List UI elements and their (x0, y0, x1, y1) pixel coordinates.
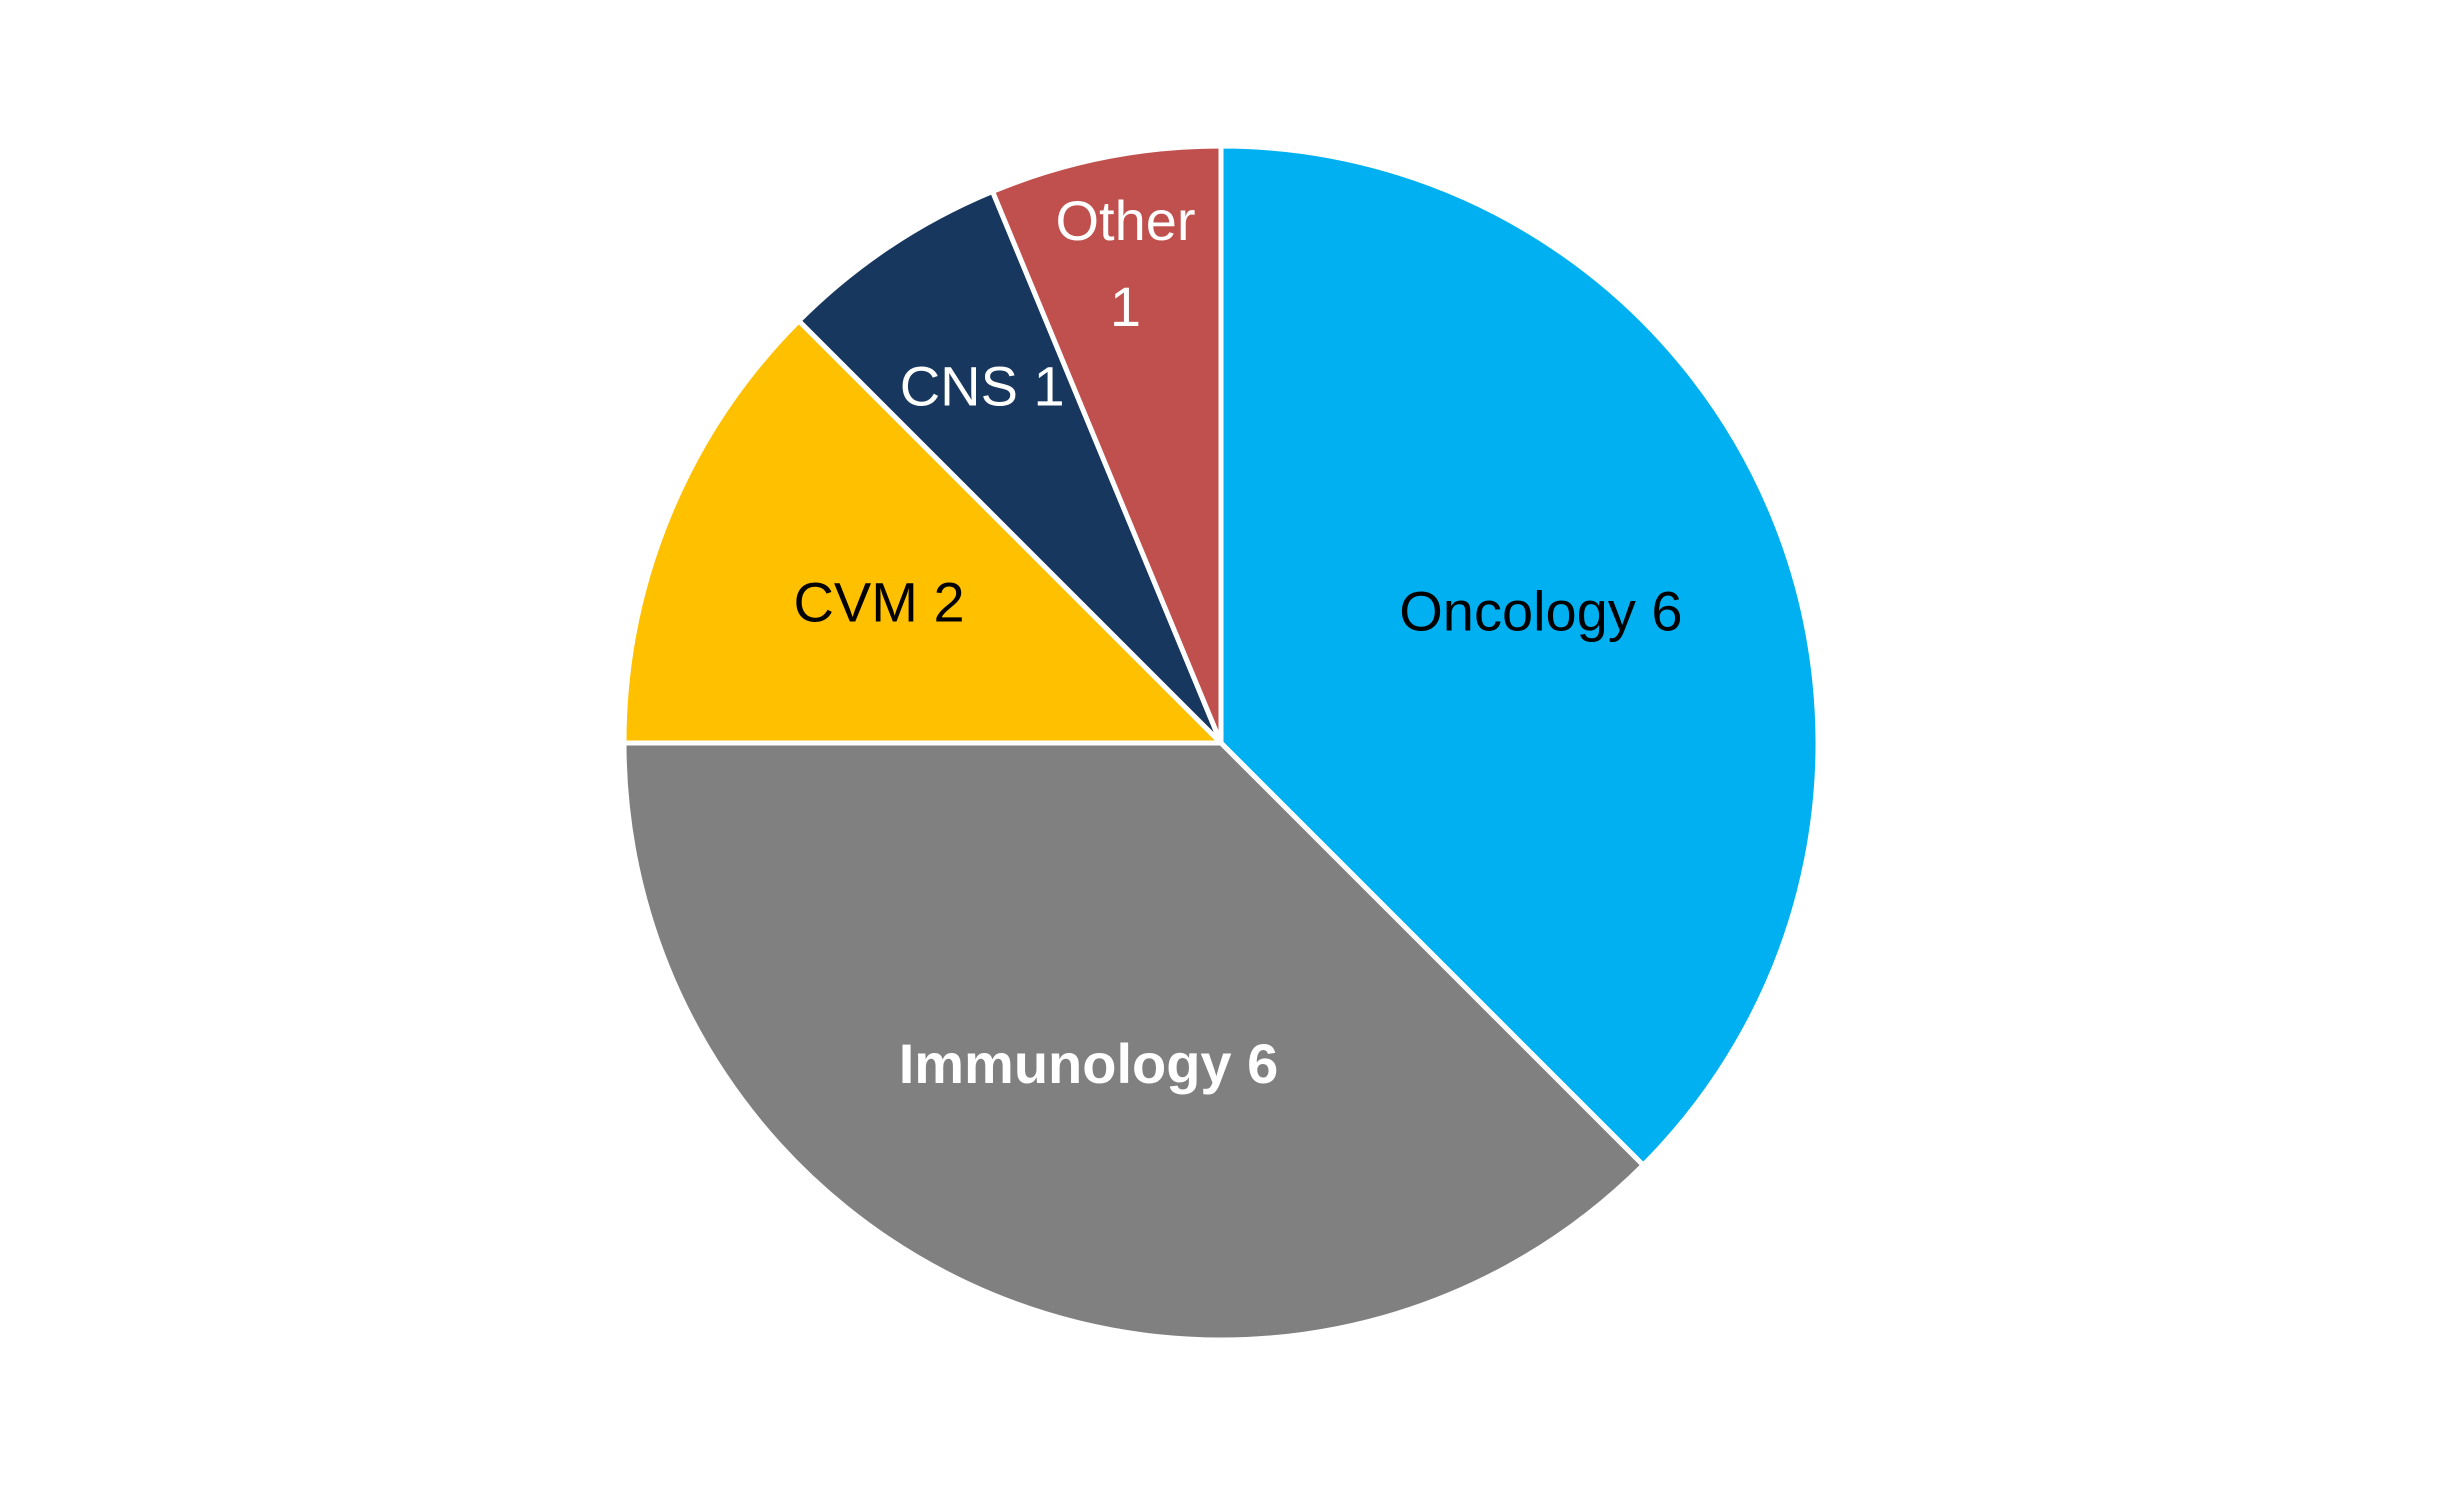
pie-slice-immunology (621, 740, 1647, 1343)
pie-slice-cvm (621, 317, 1228, 746)
pie-labels: Oncology 6 Immunology 6 CVM 2 CNS 1 Other 1 (793, 189, 1682, 1095)
data-label-other: Other 1 (1055, 189, 1195, 338)
data-label-cvm: CVM 2 (793, 570, 964, 633)
pie-slice-cns (795, 188, 1224, 745)
pie-slices (621, 143, 1821, 1343)
pie-slice-oncology (1218, 143, 1821, 1169)
data-label-immunology: Immunology 6 (899, 1032, 1279, 1095)
data-label-cns: CNS 1 (900, 355, 1065, 418)
pie-slice-other (989, 143, 1224, 744)
data-label-oncology: Oncology 6 (1399, 579, 1682, 642)
